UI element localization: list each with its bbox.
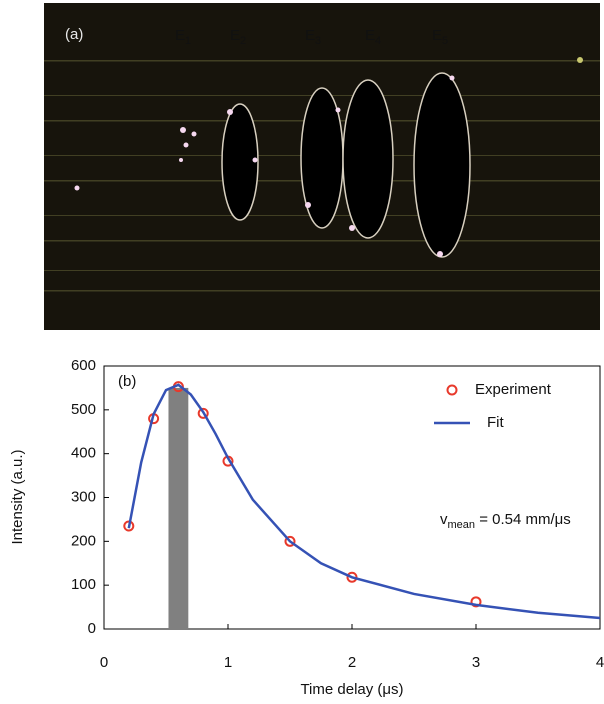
x-tick-label: 1 [224, 654, 232, 671]
emitter-sub: 5 [442, 35, 448, 47]
x-tick-label: 2 [348, 654, 356, 671]
y-tick-label: 400 [71, 445, 96, 462]
emitter-base: E [432, 27, 442, 44]
emitter-sub: 2 [240, 35, 246, 47]
emitter-label: E2 [230, 27, 246, 47]
emitter-sub: 1 [185, 35, 191, 47]
y-tick-label: 0 [88, 620, 96, 637]
panel-label: (a) [65, 26, 83, 43]
cavity [221, 103, 259, 221]
emitter-labels: E1 E2 E3 E4 E5 [175, 27, 448, 47]
data-point [470, 596, 482, 608]
y-tick-label: 100 [71, 576, 96, 593]
panel-label: (b) [118, 373, 136, 390]
emitter-label: E5 [432, 27, 448, 47]
cavity [342, 79, 394, 239]
y-tick-label: 200 [71, 532, 96, 549]
emitter-base: E [305, 27, 315, 44]
legend-label: Fit [487, 414, 504, 431]
annotation-rest: = 0.54 mm/μs [475, 511, 571, 528]
y-tick-label: 500 [71, 401, 96, 418]
fit-line [127, 383, 601, 620]
x-tick-label: 0 [100, 654, 108, 671]
legend-swatch [446, 384, 458, 396]
y-axis-label: Intensity (a.u.) [9, 449, 26, 544]
data-point [284, 535, 296, 547]
cavities [221, 72, 471, 258]
x-tick-label: 3 [472, 654, 480, 671]
emitter-base: E [175, 27, 185, 44]
emitter-label: E3 [305, 27, 321, 47]
highlight-bar [168, 387, 189, 629]
micrograph: (a) [44, 3, 600, 330]
x-tick-label: 4 [596, 654, 604, 671]
annotation: vmean = 0.54 mm/μs [440, 511, 571, 531]
annotation-sub: mean [448, 519, 476, 531]
sparks [74, 57, 583, 257]
emitter-label: E1 [175, 27, 191, 47]
annotation-base: v [440, 511, 448, 528]
cavity [413, 72, 471, 258]
data-point [197, 407, 209, 419]
y-tick-label: 300 [71, 488, 96, 505]
emitter-sub: 3 [315, 35, 321, 47]
y-tick-label: 600 [71, 357, 96, 374]
emitter-label: E4 [365, 27, 381, 47]
legend-label: Experiment [475, 381, 552, 398]
emitter-base: E [230, 27, 240, 44]
x-axis-label: Time delay (μs) [300, 681, 403, 698]
chart: (b) Time delay (μs) Intensity (a.u.) vme… [9, 357, 604, 698]
emitter-sub: 4 [375, 35, 381, 47]
emitter-base: E [365, 27, 375, 44]
